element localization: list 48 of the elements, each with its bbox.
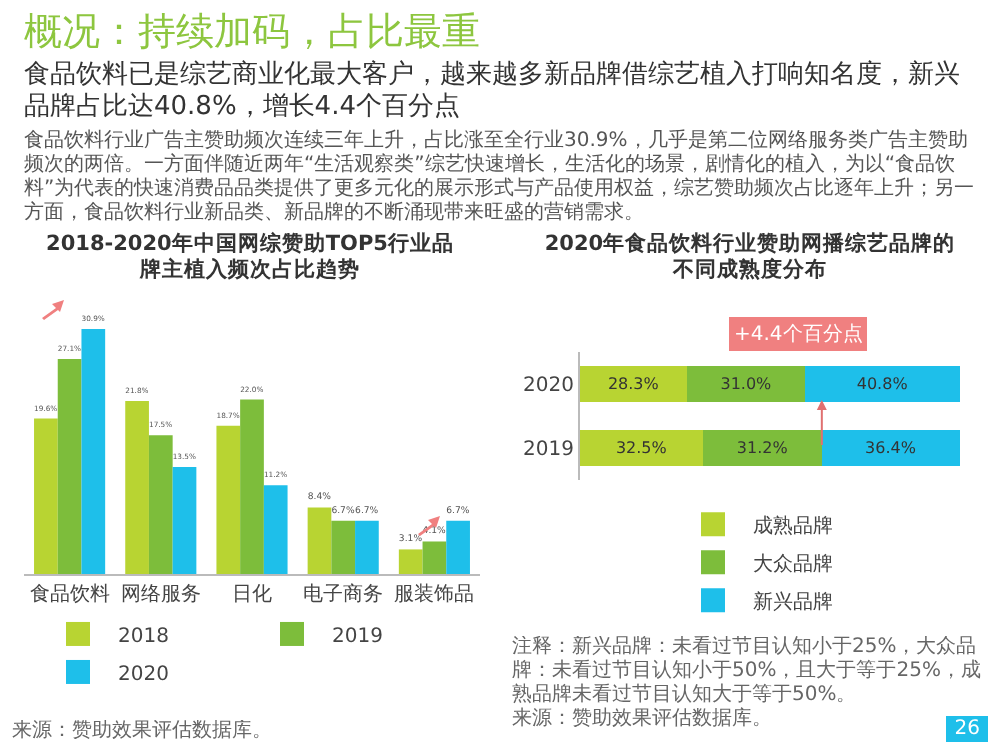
bar [263,485,288,574]
data-label: 31.2% [736,439,789,457]
bar [148,435,173,574]
x-tick-label: 服装饰品 [394,582,475,606]
bar [580,430,704,466]
bar [81,328,106,574]
bar [398,549,423,574]
data-label: 32.5% [615,439,668,457]
text: 概况：持续加码，占比最重 [24,8,482,56]
bar [216,425,241,574]
text: 食品饮料行业广告主赞助频次连续三年上升，占比涨至全行业30.9%，几乎是第二位网络服务类广告主赞助频次的两倍。一方面伴随近两年“生活观察类”综艺快速增长，生活化的场景，剧情化的植入，为以“食品饮料”为代表的快速消费品品类提供了更多元化的展示形式与产品使用权益，综艺赞助频次占比逐年上升；另一方面，食品饮料行业新品类、新品牌的不断涌现带来旺盛的营销需求。 [24,130,976,226]
bar [331,520,356,574]
bar [240,399,264,574]
source-note: 来源：赞助效果评估数据库。 [512,708,772,730]
bar [57,359,82,574]
legend-label: 2018 [118,625,169,648]
data-label: 28.3% [607,375,660,393]
bar [125,401,149,574]
data-label: 36.4% [865,439,917,457]
x-tick-label: 电子商务 [303,582,384,606]
bar [34,418,58,574]
x-tick-label: 食品饮料 [29,582,110,606]
text: 食品饮料已是综艺商业化最大客户，越来越多新品牌借综艺植入打响知名度，新兴品牌占比达40.8%，增长4.4个百分点 [24,60,962,124]
x-tick-label: 日化 [232,582,272,606]
bar [446,520,470,574]
legend-label: 新兴品牌 [753,590,833,615]
bar [355,520,379,574]
bar [172,466,197,574]
text: 注释：新兴品牌：未看过节目认知小于25%，大众品牌：未看过节目认知小于50%，且大于等于25%，成熟品牌未看过节目认知大于等于50%。 [510,636,983,707]
legend-label: 大众品牌 [753,552,833,577]
data-label: 40.8% [856,375,909,393]
chart-title: 2020年食品饮料行业赞助网播综艺品牌的不同成熟度分布 [542,232,958,284]
bar [687,366,806,402]
text: 26 [946,716,988,742]
legend-label: 成熟品牌 [753,514,833,539]
bar [422,541,447,574]
x-tick-label: 网络服务 [120,582,201,606]
bar [821,430,960,466]
bar [805,366,960,402]
bar [580,366,688,402]
chart-title: 2018-2020年中国网综赞助TOP5行业品牌主植入频次占比趋势 [44,232,456,284]
legend-label: 2019 [332,625,383,648]
source-note: 来源：赞助效果评估数据库。 [10,720,274,744]
bar [703,430,822,466]
bar [307,507,332,574]
legend-label: 2020 [118,663,169,686]
data-label: 31.0% [720,375,773,393]
text: +4.4个百分点 [734,322,863,346]
